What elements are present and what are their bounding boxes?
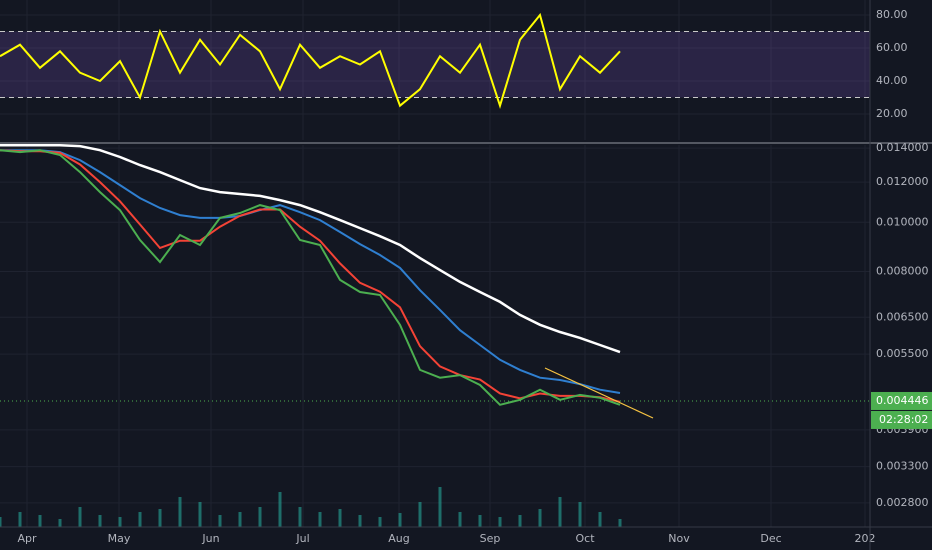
y-tick-label: 0.012000 (876, 175, 929, 188)
volume-bar (478, 515, 482, 527)
series-line (0, 143, 621, 354)
y-tick-label: 0.002800 (876, 496, 929, 509)
volume-bar (438, 487, 442, 527)
series-line (0, 12, 621, 110)
y-tick-label: 0.010000 (876, 215, 929, 228)
y-tick-label: 0.003300 (876, 460, 929, 473)
volume-bar (0, 517, 2, 527)
series-line (0, 149, 621, 394)
last-price-box (871, 391, 932, 410)
volume-bar (58, 519, 62, 527)
volume-bar (458, 512, 462, 527)
volume-bar (38, 515, 42, 527)
volume-bar (318, 512, 322, 527)
y-tick-label: 80.00 (876, 8, 908, 21)
x-tick-label: Jul (295, 532, 309, 545)
volume-bar (238, 512, 242, 527)
volume-bar (418, 502, 422, 527)
volume-bar (118, 517, 122, 527)
volume-bar (538, 509, 542, 527)
trend-line (544, 367, 654, 419)
volume-bar (78, 507, 82, 527)
y-tick-label: 40.00 (876, 74, 908, 87)
y-tick-label: 0.005500 (876, 347, 929, 360)
y-tick-label: 0.006500 (876, 310, 929, 323)
volume-bar (98, 515, 102, 527)
x-tick-label: May (108, 532, 131, 545)
volume-bar (18, 512, 22, 527)
volume-bar (378, 517, 382, 527)
y-tick-label: 20.00 (876, 107, 908, 120)
y-tick-label: 0.008000 (876, 264, 929, 277)
volume-bar (498, 517, 502, 527)
x-tick-label: Aug (388, 532, 409, 545)
volume-bar (218, 515, 222, 527)
volume-bar (278, 492, 282, 527)
last-price-label: 0.004446 (876, 394, 929, 407)
x-tick-label: Nov (668, 532, 690, 545)
x-tick-label: Jun (201, 532, 219, 545)
volume-bar (338, 509, 342, 527)
x-tick-label: Sep (480, 532, 501, 545)
volume-bar (518, 515, 522, 527)
x-tick-label: Apr (17, 532, 37, 545)
volume-bar (558, 497, 562, 527)
volume-bar (258, 507, 262, 527)
volume-bar (398, 513, 402, 527)
volume-bar (298, 507, 302, 527)
series-line (0, 149, 621, 403)
countdown-box (871, 410, 932, 429)
volume-bar (598, 512, 602, 527)
x-tick-label: Oct (575, 532, 595, 545)
x-tick-label: 202 (855, 532, 876, 545)
volume-bar (158, 509, 162, 527)
x-tick-label: Dec (760, 532, 781, 545)
volume-bar (358, 515, 362, 527)
y-tick-label: 0.014000 (876, 141, 929, 154)
volume-bar (198, 502, 202, 527)
y-tick-label: 60.00 (876, 41, 908, 54)
volume-bar (138, 512, 142, 527)
volume-bar (618, 519, 622, 527)
volume-bar (178, 497, 182, 527)
countdown-label: 02:28:02 (879, 413, 928, 426)
volume-bar (578, 502, 582, 527)
